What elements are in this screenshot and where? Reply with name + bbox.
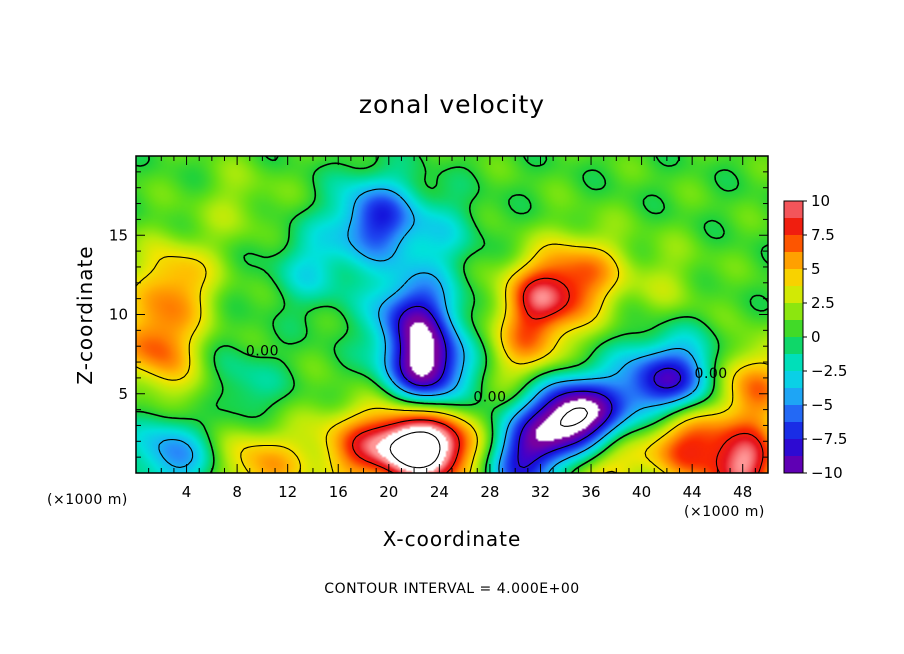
colorbar-tick-label: −2.5 bbox=[811, 362, 847, 380]
chart-title: zonal velocity bbox=[359, 90, 545, 119]
x-tick-label: 20 bbox=[379, 483, 398, 501]
colorbar-cell bbox=[784, 354, 803, 372]
contour-level-8 bbox=[351, 277, 764, 473]
colorbar-tick-label: 5 bbox=[811, 260, 821, 278]
x-tick-label: 4 bbox=[182, 483, 192, 501]
contour-label: 0.00 bbox=[473, 390, 506, 406]
colorbar-cell bbox=[784, 388, 803, 406]
colorbar-tick-label: −10 bbox=[811, 464, 843, 482]
contour-interval-note: CONTOUR INTERVAL = 4.000E+00 bbox=[324, 581, 579, 597]
colorbar-cell bbox=[784, 337, 803, 355]
contour-label: 0.00 bbox=[695, 366, 728, 382]
x-unit-right: (×1000 m) bbox=[684, 504, 765, 520]
colorbar-ticks: 10 7.5 5 2.5 0 −2.5 −5 −7.5 −10 bbox=[803, 192, 847, 482]
colorbar-cell bbox=[784, 201, 803, 219]
colorbar-tick-label: 7.5 bbox=[811, 226, 835, 244]
colorbar-cell bbox=[784, 320, 803, 338]
colorbar-tick-label: −7.5 bbox=[811, 430, 847, 448]
colorbar-cell bbox=[784, 405, 803, 423]
colorbar-cell bbox=[784, 235, 803, 253]
contour-level-12 bbox=[389, 431, 441, 469]
y-axis-label: Z-coordinate bbox=[73, 245, 97, 384]
x-tick-label: 32 bbox=[531, 483, 550, 501]
y-tick-label: 15 bbox=[109, 226, 128, 244]
colorbar-cell bbox=[784, 286, 803, 304]
x-unit-left: (×1000 m) bbox=[47, 492, 128, 508]
colorbar-cells bbox=[784, 201, 803, 474]
y-axis-ticks: 5 10 15 bbox=[109, 155, 768, 474]
x-tick-label: 44 bbox=[683, 483, 702, 501]
contour-level-m12 bbox=[560, 407, 589, 427]
x-tick-label: 48 bbox=[733, 483, 752, 501]
colorbar-tick-label: 0 bbox=[811, 328, 821, 346]
x-tick-label: 40 bbox=[632, 483, 651, 501]
x-axis-ticks: 4 8 12 16 20 24 28 32 36 40 44 48 bbox=[135, 156, 769, 501]
colorbar-cell bbox=[784, 252, 803, 270]
y-tick-label: 10 bbox=[109, 306, 128, 324]
x-tick-label: 12 bbox=[278, 483, 297, 501]
x-tick-label: 28 bbox=[480, 483, 499, 501]
contour-label: 0.00 bbox=[246, 344, 279, 360]
x-tick-label: 8 bbox=[232, 483, 242, 501]
contour-level-m8 bbox=[398, 305, 682, 469]
colorbar-tick-label: 10 bbox=[811, 192, 830, 210]
colorbar-tick-label: 2.5 bbox=[811, 294, 835, 312]
colorbar-tick-label: −5 bbox=[811, 396, 833, 414]
colorbar-cell bbox=[784, 303, 803, 321]
contour-labels: 0.00 0.00 0.00 bbox=[246, 344, 728, 406]
x-tick-label: 36 bbox=[581, 483, 600, 501]
colorbar-cell bbox=[784, 269, 803, 287]
x-tick-label: 16 bbox=[329, 483, 348, 501]
colorbar-cell bbox=[784, 439, 803, 457]
colorbar: 10 7.5 5 2.5 0 −2.5 −5 −7.5 −10 bbox=[783, 192, 847, 482]
contour-level-m4 bbox=[158, 188, 700, 473]
colorbar-cell bbox=[784, 218, 803, 236]
colorbar-cell bbox=[784, 422, 803, 440]
y-tick-label: 5 bbox=[118, 385, 128, 403]
colorbar-cell bbox=[784, 371, 803, 389]
x-tick-label: 24 bbox=[430, 483, 449, 501]
plot-area: 0.000.000.00 4 8 12 16 20 24 28 32 36 40 44 48 5101… bbox=[109, 155, 769, 501]
colorbar-cell bbox=[784, 456, 803, 474]
heatmap-field bbox=[136, 156, 768, 473]
x-axis-label: X-coordinate bbox=[383, 527, 522, 551]
